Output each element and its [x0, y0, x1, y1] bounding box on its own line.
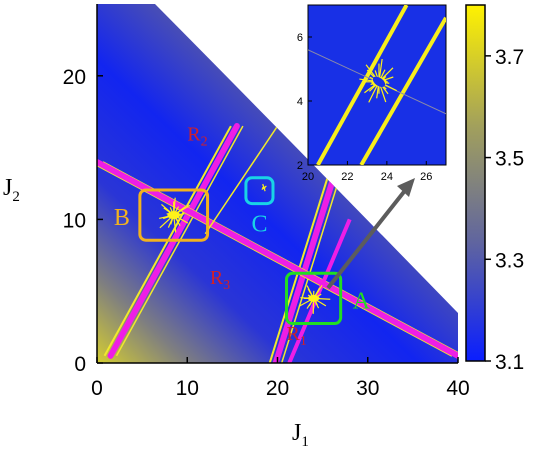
zoom-arrow	[326, 178, 415, 290]
resonance-line-r1-secondary	[287, 218, 352, 363]
x-tick-label: 10	[176, 377, 199, 400]
colorbar-tick-label: 3.5	[495, 148, 524, 171]
x-tick-label: 30	[356, 377, 379, 400]
resonance-r2-secondary	[204, 125, 279, 235]
inset-y-tick-label: 4	[297, 96, 303, 108]
resonance-layer	[97, 123, 458, 363]
inset-x-tick-label: 26	[420, 171, 432, 183]
inset-x-tick-label: 24	[381, 171, 393, 183]
inset-y-tick-label: 2	[297, 160, 303, 172]
x-tick-label: 20	[266, 377, 289, 400]
region-box-a	[285, 271, 343, 326]
resonance-label-2: R2	[187, 123, 207, 149]
region-label-b: B	[114, 205, 130, 231]
resonance-label-3: R3	[210, 267, 230, 293]
y-axis-label: J2	[3, 175, 20, 205]
region-label-c: C	[251, 212, 267, 238]
x-tick-label: 0	[91, 377, 103, 400]
inset-core	[372, 76, 386, 87]
inset-x-tick-label: 20	[302, 171, 314, 183]
region-layer: A B C	[114, 176, 371, 326]
inset-line-2	[359, 16, 446, 165]
resonance-line-3	[97, 158, 458, 359]
colorbar-gradient	[465, 4, 486, 362]
burst-c	[261, 183, 267, 192]
inset-x-tick-label: 22	[341, 171, 353, 183]
x-tick-label: 40	[446, 377, 469, 400]
resonance-yellow-edge	[268, 154, 336, 363]
resonance-line-1	[272, 151, 344, 363]
resonance-yellow-edge	[280, 154, 348, 363]
tick-layer: 0 10 20 30 40 0 10 20	[63, 4, 470, 400]
inset-line-1	[316, 5, 409, 165]
region-box-c	[244, 176, 275, 206]
y-tick-label: 10	[63, 209, 86, 232]
resonance-label-1: R1	[287, 323, 307, 349]
colorbar-tick-label: 3.3	[495, 249, 524, 272]
colorbar-tick-label: 3.1	[495, 351, 524, 374]
inset-features	[308, 5, 446, 165]
main-plot: A B C 0 10 20 30 40 0 10 20 R1 R2 R3	[63, 4, 470, 400]
colorbar-tick-label: 3.7	[495, 46, 524, 69]
x-axis-label: J1	[292, 420, 309, 450]
burst-a	[298, 285, 331, 314]
burst-b	[159, 197, 191, 233]
region-box-b	[138, 188, 210, 242]
y-tick-label: 0	[74, 353, 86, 376]
y-tick-label: 20	[63, 66, 86, 89]
heatmap-field	[97, 4, 458, 363]
colorbar: 3.1 3.3 3.5 3.7	[465, 4, 524, 374]
inset-y-tick-label: 6	[297, 32, 303, 44]
region-label-a: A	[353, 288, 371, 314]
colorbar-ticks: 3.1 3.3 3.5 3.7	[485, 46, 524, 374]
